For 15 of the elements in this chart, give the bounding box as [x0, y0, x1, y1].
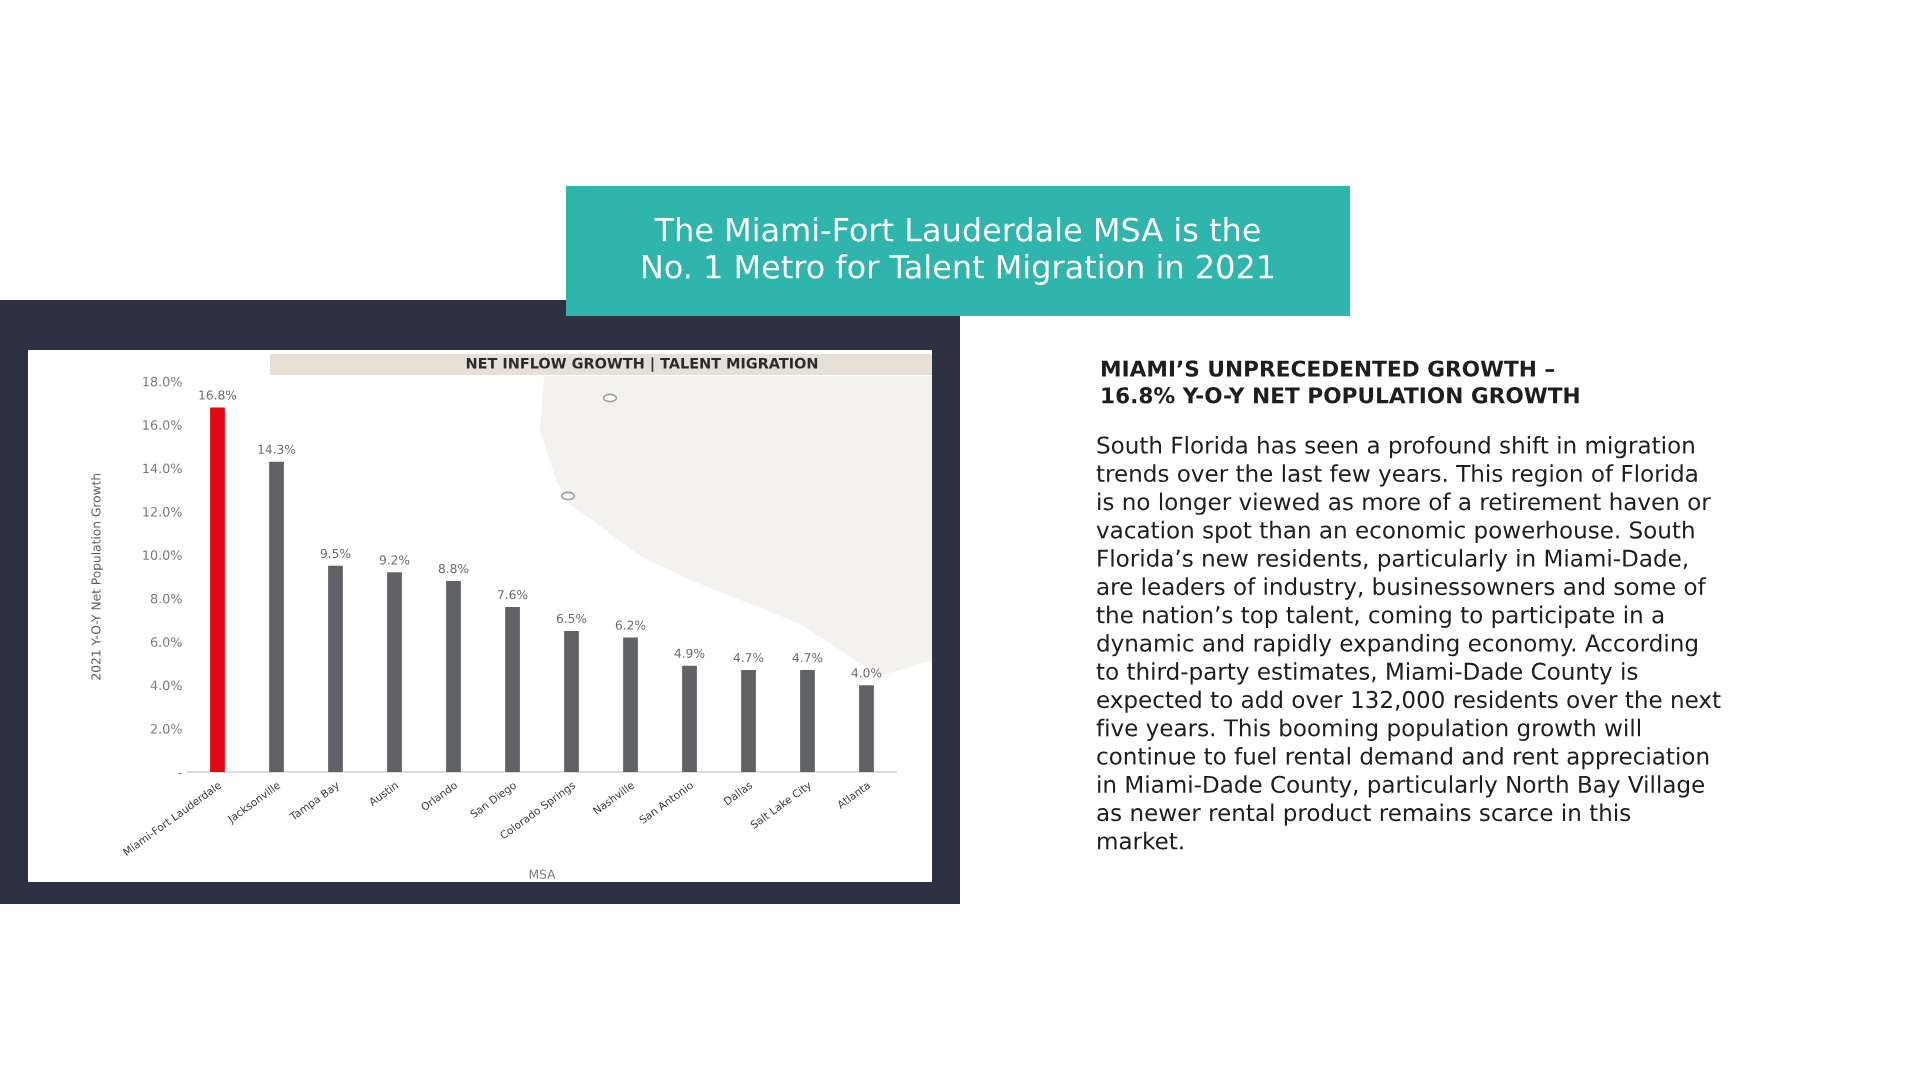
text: MIAMI’S UNPRECEDENTED GROWTH – 16.8% Y-O-Y NET POPULATION GROWTH	[1101, 360, 1579, 404]
text: South Florida has seen a profound shift in migration trends over the last few years. This region of Florida is no longer viewed as more of a retirement haven or vacation spot than an economic powerhouse. South Florida’s new residents, particularly in Miami-Dade, are leaders of industry, businessowners and some of the nation’s top talent, coming to participate in a dynamic and rapidly expanding economy. According to third-party estimates, Miami-Dade County is expected to add over 132,000 residents over the next five years. This booming population growth will continue to fuel rental demand and rent appreciation in Miami-Dade County, particularly North Bay Village as newer rental product remains scarce in this market.	[1096, 436, 1721, 850]
bar	[328, 565, 343, 772]
bar	[446, 581, 461, 772]
bar	[800, 670, 815, 772]
bar	[269, 461, 284, 772]
bar	[564, 630, 579, 772]
bar	[623, 637, 638, 772]
bar	[387, 572, 402, 772]
chart-title: The Miami-Fort Lauderdale MSA is the No. 1 Metro for Talent Migration in 2021	[643, 217, 1274, 285]
bar	[210, 407, 225, 772]
bar	[859, 685, 874, 772]
bar	[505, 607, 520, 772]
bar	[682, 665, 697, 772]
bar	[741, 670, 756, 772]
